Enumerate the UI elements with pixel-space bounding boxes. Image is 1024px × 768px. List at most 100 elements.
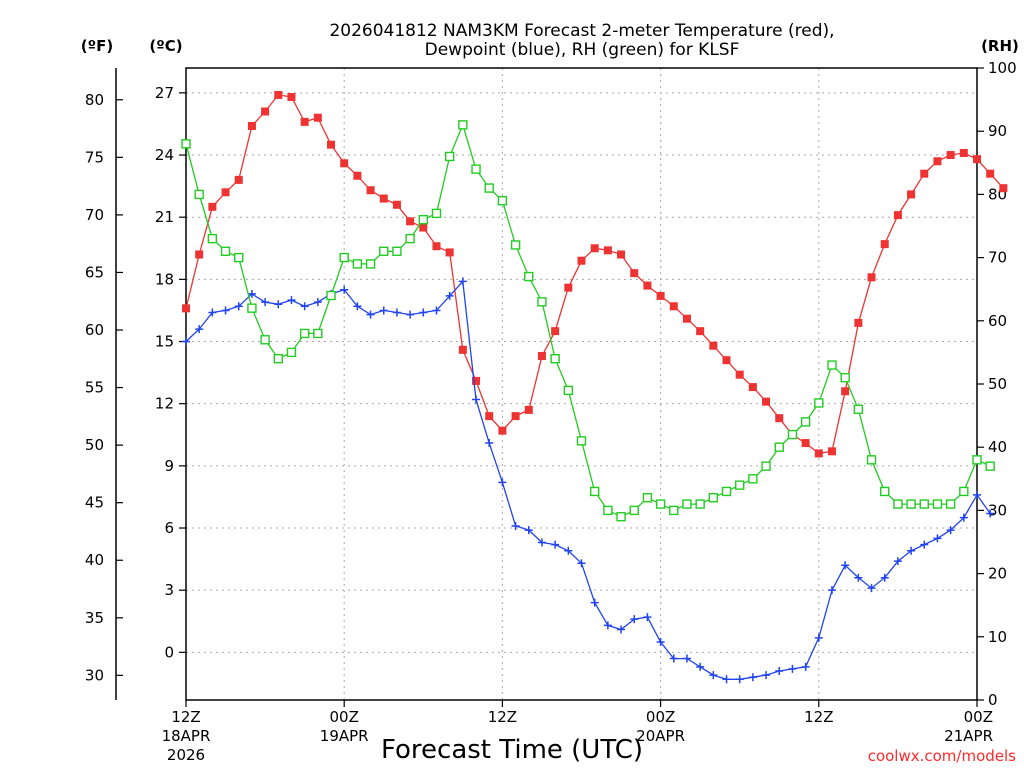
2-meter-temperature-point bbox=[537, 352, 546, 361]
x-tick-label-date: 19APR bbox=[320, 727, 369, 745]
rh-point bbox=[444, 151, 455, 162]
dewpoint-point bbox=[986, 509, 995, 518]
rh-point bbox=[906, 499, 916, 509]
axes: 2724211815129630807570656055504540353010… bbox=[85, 59, 1017, 764]
rh-point bbox=[814, 398, 824, 408]
dewpoint-point bbox=[748, 673, 757, 682]
dewpoint-point bbox=[366, 310, 375, 319]
2-meter-temperature-point bbox=[366, 186, 375, 195]
dewpoint-point bbox=[419, 308, 428, 317]
dewpoint-point bbox=[696, 662, 705, 671]
dewpoint-point bbox=[880, 573, 889, 582]
celsius-tick-label: 0 bbox=[164, 643, 174, 661]
credit-text: coolwx.com/models bbox=[868, 747, 1016, 765]
rh-point bbox=[392, 246, 402, 256]
rh-point bbox=[589, 486, 600, 497]
dewpoint-point bbox=[827, 586, 836, 595]
2-meter-temperature-point bbox=[379, 194, 388, 203]
fahrenheit-tick-label: 60 bbox=[85, 321, 104, 339]
dewpoint-point bbox=[630, 615, 639, 624]
dewpoint-point bbox=[735, 675, 744, 684]
2-meter-temperature-point bbox=[472, 376, 481, 385]
rh-point bbox=[682, 499, 692, 509]
dewpoint-point bbox=[537, 538, 546, 547]
dewpoint-point bbox=[946, 526, 955, 535]
fahrenheit-tick-label: 50 bbox=[85, 436, 104, 454]
2-meter-temperature-point bbox=[564, 283, 573, 292]
dewpoint-point bbox=[762, 671, 771, 680]
dewpoint-point bbox=[458, 277, 467, 286]
dewpoint-point bbox=[775, 666, 784, 675]
rh-tick-label: 30 bbox=[988, 501, 1007, 519]
rh-point bbox=[194, 189, 204, 200]
x-tick-label-date: 21APR bbox=[944, 727, 993, 745]
dewpoint-point bbox=[973, 490, 981, 499]
rh-tick-label: 40 bbox=[988, 438, 1007, 456]
rh-point bbox=[827, 360, 837, 370]
2-meter-temperature-point bbox=[722, 356, 731, 365]
2-meter-temperature-point bbox=[827, 447, 836, 456]
2-meter-temperature-point bbox=[656, 291, 665, 300]
2-meter-temperature-point bbox=[946, 151, 955, 160]
dewpoint-point bbox=[682, 654, 691, 663]
celsius-tick-label: 15 bbox=[155, 333, 174, 351]
2-meter-temperature-point bbox=[973, 155, 981, 164]
rh-point bbox=[181, 139, 191, 149]
rh-point bbox=[352, 259, 363, 269]
rh-point bbox=[379, 246, 389, 256]
dewpoint-point bbox=[643, 613, 652, 622]
2-meter-temperature-point bbox=[353, 171, 362, 180]
rh-point bbox=[260, 335, 270, 345]
rh-point bbox=[339, 252, 349, 263]
rh-point bbox=[247, 303, 257, 313]
rh-point bbox=[800, 417, 811, 427]
rh-point bbox=[655, 499, 666, 509]
dewpoint-point bbox=[788, 664, 797, 673]
2-meter-temperature-point bbox=[577, 256, 586, 265]
dewpoint-point bbox=[498, 478, 507, 487]
rh-point bbox=[220, 246, 231, 256]
rh-point bbox=[326, 290, 336, 301]
dewpoint-point bbox=[722, 675, 731, 684]
2-meter-temperature-point bbox=[590, 244, 599, 253]
2-meter-temperature-point bbox=[458, 345, 467, 354]
2-meter-temperature-point bbox=[603, 246, 612, 255]
2-meter-temperature-point bbox=[775, 414, 784, 423]
rh-point bbox=[721, 486, 732, 497]
2-meter-temperature-point bbox=[313, 113, 322, 122]
rh-point bbox=[840, 372, 850, 383]
dewpoint-point bbox=[867, 584, 876, 593]
2-meter-temperature-point bbox=[247, 122, 256, 131]
celsius-axis-unit: (ºC) bbox=[149, 37, 182, 55]
celsius-tick-label: 9 bbox=[164, 457, 174, 475]
rh-point bbox=[972, 455, 982, 465]
rh-point bbox=[761, 461, 771, 471]
dewpoint-point bbox=[551, 540, 560, 549]
2-meter-temperature-point bbox=[511, 412, 520, 421]
dewpoint-point bbox=[801, 662, 810, 671]
rh-point bbox=[603, 505, 613, 516]
rh-point bbox=[866, 455, 877, 465]
2-meter-temperature-point bbox=[735, 370, 744, 379]
x-tick-label-date: 20APR bbox=[636, 727, 685, 745]
fahrenheit-tick-label: 75 bbox=[85, 148, 104, 166]
2-meter-temperature-point bbox=[300, 117, 309, 126]
celsius-tick-label: 21 bbox=[155, 208, 174, 226]
dewpoint-point bbox=[577, 559, 586, 568]
rh-point bbox=[787, 429, 798, 440]
2-meter-temperature-point bbox=[432, 242, 441, 251]
dewpoint-point bbox=[511, 521, 520, 530]
rh-point bbox=[537, 297, 547, 307]
2-meter-temperature-point bbox=[498, 426, 507, 435]
2-meter-temperature-point bbox=[748, 383, 757, 392]
2-meter-temperature-point bbox=[392, 200, 401, 209]
rh-tick-label: 100 bbox=[988, 59, 1017, 77]
2-meter-temperature-point bbox=[182, 304, 190, 313]
dewpoint-point bbox=[195, 325, 204, 334]
rh-point bbox=[418, 214, 428, 225]
2-meter-temperature-point bbox=[854, 318, 863, 327]
rh-point bbox=[629, 505, 639, 516]
celsius-tick-label: 18 bbox=[155, 270, 174, 288]
2-meter-temperature-point bbox=[340, 159, 349, 168]
dewpoint-point bbox=[669, 654, 678, 663]
